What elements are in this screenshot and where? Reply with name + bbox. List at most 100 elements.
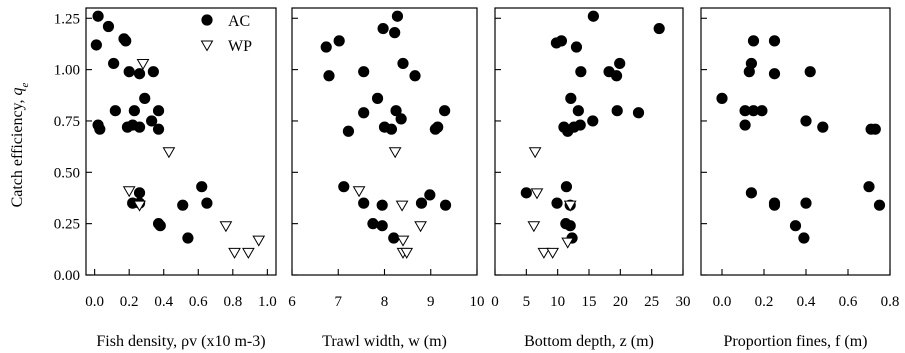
data-point-ac (152, 105, 165, 117)
x-tick-label: 6 (288, 294, 296, 310)
data-point-wp (219, 221, 233, 233)
data-point-ac (376, 220, 388, 232)
data-point-ac (342, 125, 355, 137)
data-point-ac (120, 35, 132, 47)
data-point-ac (610, 70, 623, 82)
plot-frame (494, 7, 684, 276)
series-ac (716, 35, 886, 244)
data-point-wp (241, 247, 255, 259)
data-point-ac (333, 35, 345, 47)
data-point-ac (817, 121, 829, 133)
data-point-ac (154, 220, 166, 232)
data-point-ac (201, 197, 213, 209)
data-point-ac (385, 123, 398, 135)
panel-3: 0 5 10 15 20 25 30 Bottom depth, z (m) (491, 7, 691, 350)
data-point-wp (352, 186, 366, 198)
data-point-wp (396, 235, 410, 247)
data-point-ac (800, 197, 812, 209)
x-tick-label: 0.0 (85, 294, 104, 310)
x-tick-label: 10 (470, 294, 485, 310)
data-point-ac (376, 199, 388, 211)
plot-frame (85, 7, 277, 276)
series-wp (352, 147, 427, 259)
data-point-ac (177, 199, 189, 211)
x-tick-label: 0.2 (755, 294, 774, 310)
data-point-ac (789, 220, 802, 232)
x-tick-label: 0.2 (120, 294, 139, 310)
x-tick-label: 20 (613, 294, 628, 310)
data-point-ac (574, 119, 586, 131)
y-axis-title-subscript: e (19, 82, 31, 87)
y-tick-label: 1.25 (54, 11, 80, 27)
data-point-ac (520, 187, 532, 199)
data-point-ac (768, 68, 781, 80)
data-point-ac (109, 105, 121, 117)
data-point-wp (527, 221, 541, 233)
data-point-ac (863, 181, 875, 193)
data-point-wp (136, 58, 150, 70)
y-tick-label: 0.75 (54, 114, 80, 130)
data-point-ac (146, 115, 158, 127)
x-tick-label: 25 (644, 294, 659, 310)
data-point-ac (739, 119, 751, 131)
data-point-wp (530, 188, 544, 200)
data-point-wp (228, 247, 241, 259)
legend-ac-marker (201, 14, 213, 26)
data-point-ac (128, 105, 140, 117)
data-point-ac (555, 35, 568, 47)
data-point-ac (371, 92, 384, 104)
data-point-wp (563, 200, 577, 212)
data-point-wp (133, 200, 146, 212)
data-point-ac (123, 66, 135, 78)
data-point-ac (587, 10, 599, 22)
data-point-ac (92, 10, 104, 22)
data-point-ac (358, 66, 370, 78)
data-point-ac (182, 232, 194, 244)
data-point-ac (745, 187, 758, 199)
data-point-ac (389, 27, 401, 39)
data-point-ac (614, 57, 626, 70)
data-point-wp (388, 147, 402, 159)
series-ac (320, 10, 452, 244)
x-tick-label: 0.0 (713, 294, 732, 310)
data-point-ac (133, 187, 146, 199)
data-point-ac (439, 105, 451, 117)
data-point-ac (415, 197, 428, 209)
data-point-ac (358, 107, 370, 119)
data-point-ac (570, 41, 583, 53)
data-point-ac (133, 121, 146, 133)
series-wp (122, 58, 266, 259)
y-axis-title-symbol: q (9, 87, 26, 95)
data-point-ac (133, 68, 146, 80)
y-tick-label: 1.00 (54, 63, 80, 79)
data-point-ac (391, 10, 404, 22)
data-point-ac (756, 105, 768, 117)
y-axis-title-text: Catch efficiency, (9, 95, 26, 207)
x-tick-label: 0.4 (797, 294, 816, 310)
x-axis-title: Proportion fines, f (m) (724, 333, 868, 350)
data-point-wp (122, 186, 136, 198)
legend-wp-label: WP (228, 38, 252, 55)
data-point-ac (551, 197, 563, 209)
x-tick-label: 7 (335, 294, 343, 310)
data-point-ac (716, 92, 728, 104)
x-tick-label: 0.6 (189, 294, 208, 310)
x-tick-label: 9 (427, 294, 435, 310)
data-point-ac (869, 123, 881, 135)
data-point-ac (90, 39, 102, 51)
x-axis-title: Bottom depth, z (m) (524, 333, 654, 350)
data-point-ac (108, 57, 120, 70)
data-point-wp (528, 147, 542, 159)
data-point-wp (561, 237, 575, 249)
data-point-ac (804, 66, 816, 78)
data-point-ac (102, 20, 115, 33)
data-point-ac (397, 57, 409, 70)
x-tick-label: 10 (550, 294, 565, 310)
data-point-wp (252, 235, 266, 247)
data-point-ac (587, 115, 599, 127)
data-point-ac (439, 199, 452, 211)
legend-ac-label: AC (228, 13, 250, 30)
x-tick-label: 30 (676, 294, 691, 310)
data-point-ac (565, 92, 577, 104)
data-point-ac (377, 22, 389, 35)
